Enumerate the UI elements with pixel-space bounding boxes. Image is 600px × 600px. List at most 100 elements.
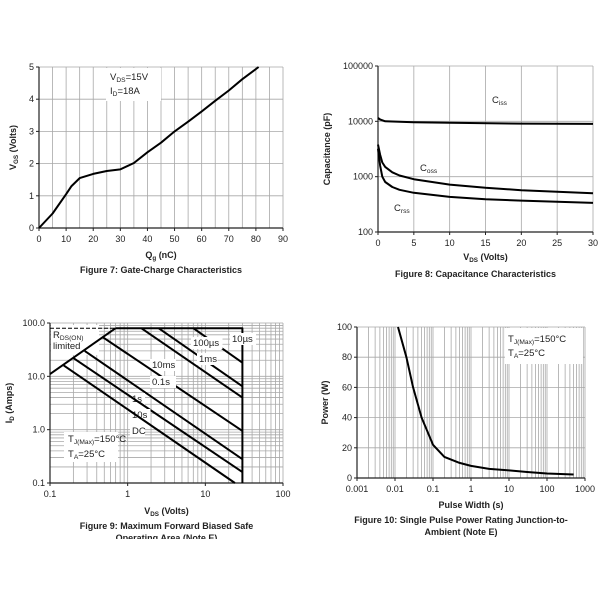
series-label: 0.1s (152, 377, 170, 388)
x-tick-label: 20 (516, 238, 526, 248)
figure-10: 0.001 0.01 0.1 1 10 100 1000 0 20 40 60 80 100 Pulse … (320, 322, 595, 537)
y-axis-label: VGS (Volts) (8, 125, 20, 170)
annotation-text: TA=25°C (508, 348, 545, 360)
y-tick-label: 1.0 (32, 425, 45, 435)
x-tick-label: 40 (142, 234, 152, 244)
x-tick-label: 1000 (575, 484, 595, 494)
y-tick-label: 100 (358, 227, 373, 237)
x-tick-label: 10 (61, 234, 71, 244)
annotation-text: limited (53, 341, 80, 352)
x-axis-label: Pulse Width (s) (439, 500, 504, 510)
series-line-8 (63, 364, 236, 484)
y-axis-label: ID (Amps) (4, 383, 16, 424)
annotation-text: TJ(Max)=150°C (508, 334, 566, 346)
x-tick-label: 0.001 (346, 484, 369, 494)
y-tick-label: 80 (342, 352, 352, 362)
series-line-7 (72, 357, 243, 473)
series-line-0 (397, 326, 574, 476)
series-label: Coss (420, 163, 438, 175)
series-line-4 (140, 327, 243, 399)
series-label: DC (132, 426, 146, 437)
x-tick-label: 60 (197, 234, 207, 244)
y-axis-label: Power (W) (320, 380, 330, 424)
x-tick-label: 10 (445, 238, 455, 248)
y-tick-label: 3 (29, 126, 34, 136)
y-tick-label: 100000 (343, 61, 373, 71)
series-label: 1s (132, 394, 142, 405)
series-label-bg (150, 376, 176, 388)
series-label: 10µs (232, 334, 253, 345)
x-axis-label: Qg (nC) (145, 250, 176, 262)
figure-8: 0 5 10 15 20 25 30 100 1000 10000 100000 VDS (Volts… (322, 61, 598, 279)
x-tick-label: 25 (552, 238, 562, 248)
y-tick-label: 60 (342, 382, 352, 392)
series-line-1 (115, 327, 244, 483)
x-tick-label: 100 (275, 489, 290, 499)
x-tick-label: 0 (375, 238, 380, 248)
x-tick-label: 70 (224, 234, 234, 244)
caption-clip-mask (0, 539, 300, 559)
series-label: 10s (132, 410, 148, 421)
figure-caption: Figure 7: Gate-Charge Characteristics (80, 265, 242, 275)
annotation-box (51, 325, 99, 355)
x-tick-label: 1 (125, 489, 130, 499)
y-tick-label: 0 (29, 223, 34, 233)
series-label-bg (130, 425, 145, 437)
y-tick-label: 100.0 (22, 318, 45, 328)
x-tick-label: 100 (539, 484, 554, 494)
x-tick-label: 1 (468, 484, 473, 494)
series-label-bg (130, 393, 145, 405)
series-label-bg (191, 337, 223, 349)
y-tick-label: 10.0 (27, 371, 45, 381)
y-tick-label: 10000 (348, 116, 373, 126)
x-tick-label: 10 (504, 484, 514, 494)
annotation-text: VDS=15V (110, 72, 149, 84)
series-line-2 (377, 148, 594, 204)
series-label-bg (197, 353, 218, 365)
x-tick-label: 0.1 (427, 484, 440, 494)
series-label-bg (230, 333, 256, 345)
figure-caption-line2: Operating Area (Note E) (116, 533, 218, 543)
series-label: 100µs (193, 338, 219, 349)
y-tick-label: 1 (29, 191, 34, 201)
y-tick-label: 1000 (353, 172, 373, 182)
x-tick-label: 90 (278, 234, 288, 244)
x-tick-label: 5 (411, 238, 416, 248)
y-axis-label: Capacitance (pF) (322, 113, 332, 186)
x-tick-label: 0 (36, 234, 41, 244)
series-line-0 (377, 117, 594, 125)
y-tick-label: 0 (347, 473, 352, 483)
figure-caption: Figure 8: Capacitance Characteristics (395, 269, 556, 279)
series-line-0 (38, 66, 260, 229)
x-tick-label: 30 (115, 234, 125, 244)
y-tick-label: 20 (342, 443, 352, 453)
y-tick-label: 5 (29, 62, 34, 72)
x-axis-label: VDS (Volts) (463, 252, 508, 264)
annotation-text: TA=25°C (68, 449, 105, 461)
figure-7: 0 10 20 30 40 50 60 70 80 90 0 1 2 3 4 5 Qg (nC) VGS (Vol… (8, 62, 288, 275)
x-tick-label: 0.01 (386, 484, 404, 494)
series-label-bg (130, 409, 151, 421)
x-tick-label: 15 (480, 238, 490, 248)
figure-9: 0.1 1 10 100 0.1 1.0 10.0 100.0 VDS (Volts) ID (A… (4, 318, 291, 543)
x-tick-label: 20 (88, 234, 98, 244)
y-tick-label: 100 (337, 322, 352, 332)
annotation-box (106, 68, 161, 101)
series-label: Crss (394, 203, 410, 215)
figure-caption: Figure 10: Single Pulse Power Rating Jun… (354, 515, 568, 525)
series-label: Ciss (492, 95, 508, 107)
x-axis-label: VDS (Volts) (144, 506, 189, 518)
series-label: 1ms (199, 354, 217, 365)
annotation-box (64, 432, 118, 462)
x-tick-label: 10 (200, 489, 210, 499)
figure-caption: Figure 9: Maximum Forward Biased Safe (80, 521, 254, 531)
y-tick-label: 4 (29, 94, 34, 104)
x-tick-label: 30 (588, 238, 598, 248)
x-tick-label: 0.1 (44, 489, 57, 499)
series-label: 10ms (152, 360, 175, 371)
figure-caption-line2: Ambient (Note E) (425, 527, 498, 537)
y-tick-label: 2 (29, 159, 34, 169)
series-line-6 (84, 350, 243, 461)
annotation-text: RDS(ON) (53, 330, 83, 342)
